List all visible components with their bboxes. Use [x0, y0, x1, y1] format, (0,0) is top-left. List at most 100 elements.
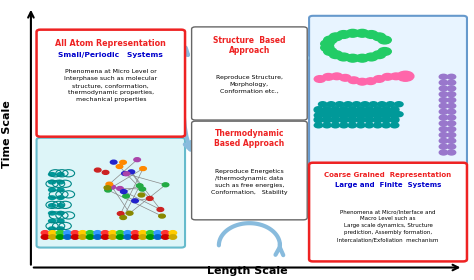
- Circle shape: [162, 183, 169, 187]
- Circle shape: [146, 235, 154, 239]
- Circle shape: [382, 108, 391, 113]
- Circle shape: [314, 113, 323, 118]
- Circle shape: [447, 144, 456, 149]
- Circle shape: [395, 102, 403, 107]
- Circle shape: [382, 73, 393, 80]
- Circle shape: [49, 235, 56, 239]
- Circle shape: [329, 33, 343, 41]
- Circle shape: [162, 231, 169, 235]
- Circle shape: [157, 207, 164, 211]
- Circle shape: [48, 187, 56, 192]
- Circle shape: [56, 172, 65, 177]
- Circle shape: [356, 113, 365, 118]
- Circle shape: [348, 123, 356, 128]
- Circle shape: [374, 118, 382, 123]
- Circle shape: [169, 235, 177, 239]
- Circle shape: [331, 118, 340, 123]
- FancyBboxPatch shape: [191, 27, 307, 120]
- Circle shape: [323, 118, 331, 123]
- Circle shape: [348, 117, 356, 122]
- Circle shape: [365, 108, 374, 113]
- Circle shape: [56, 218, 65, 223]
- Circle shape: [439, 132, 448, 137]
- Circle shape: [365, 107, 374, 112]
- Circle shape: [356, 78, 368, 85]
- Circle shape: [124, 235, 131, 239]
- Circle shape: [348, 108, 356, 113]
- FancyBboxPatch shape: [191, 121, 307, 220]
- Circle shape: [340, 113, 348, 118]
- Circle shape: [373, 51, 386, 59]
- Circle shape: [41, 235, 49, 239]
- Circle shape: [365, 117, 374, 122]
- Circle shape: [56, 180, 65, 185]
- Circle shape: [337, 31, 350, 38]
- Circle shape: [124, 231, 131, 235]
- Circle shape: [314, 107, 323, 112]
- Circle shape: [48, 211, 56, 216]
- Circle shape: [378, 36, 391, 44]
- Circle shape: [447, 150, 456, 155]
- Circle shape: [64, 231, 71, 235]
- Circle shape: [378, 102, 386, 107]
- Circle shape: [447, 127, 456, 132]
- Circle shape: [48, 203, 56, 208]
- Circle shape: [323, 117, 331, 122]
- Circle shape: [64, 235, 71, 239]
- Circle shape: [439, 74, 448, 79]
- Circle shape: [439, 115, 448, 120]
- Circle shape: [365, 31, 378, 38]
- Circle shape: [344, 102, 352, 107]
- Circle shape: [340, 107, 348, 112]
- Circle shape: [327, 112, 336, 117]
- Circle shape: [314, 76, 326, 82]
- Circle shape: [336, 102, 344, 107]
- Circle shape: [447, 132, 456, 137]
- Circle shape: [128, 170, 135, 174]
- Circle shape: [439, 144, 448, 149]
- Circle shape: [356, 123, 365, 128]
- Circle shape: [356, 108, 365, 113]
- FancyBboxPatch shape: [36, 138, 185, 248]
- Circle shape: [361, 102, 369, 107]
- Circle shape: [365, 113, 374, 118]
- Circle shape: [340, 118, 348, 123]
- Circle shape: [105, 188, 111, 192]
- Circle shape: [348, 107, 356, 112]
- Circle shape: [314, 117, 323, 122]
- Circle shape: [71, 231, 79, 235]
- Circle shape: [439, 80, 448, 85]
- Circle shape: [131, 231, 139, 235]
- Circle shape: [118, 212, 124, 216]
- Circle shape: [348, 118, 356, 123]
- Circle shape: [120, 216, 127, 220]
- Text: Based Approach: Based Approach: [214, 139, 284, 148]
- Circle shape: [56, 195, 65, 200]
- FancyBboxPatch shape: [309, 163, 467, 262]
- Circle shape: [56, 203, 65, 208]
- Circle shape: [386, 102, 395, 107]
- Circle shape: [48, 172, 56, 177]
- Circle shape: [138, 193, 145, 197]
- Circle shape: [382, 107, 391, 112]
- Circle shape: [79, 235, 86, 239]
- Circle shape: [374, 108, 382, 113]
- Circle shape: [365, 123, 374, 128]
- Circle shape: [139, 187, 146, 191]
- Circle shape: [439, 109, 448, 114]
- Circle shape: [447, 138, 456, 143]
- Circle shape: [374, 76, 385, 82]
- Circle shape: [373, 33, 386, 41]
- Circle shape: [346, 29, 359, 37]
- Circle shape: [340, 74, 351, 81]
- Circle shape: [391, 118, 399, 123]
- Text: Length Scale: Length Scale: [207, 266, 287, 276]
- Circle shape: [324, 36, 337, 44]
- Circle shape: [382, 118, 391, 123]
- Circle shape: [48, 195, 56, 200]
- Circle shape: [127, 211, 133, 215]
- Circle shape: [122, 172, 128, 176]
- Circle shape: [323, 74, 334, 80]
- Text: All Atom Representation: All Atom Representation: [55, 39, 166, 48]
- Circle shape: [120, 160, 127, 164]
